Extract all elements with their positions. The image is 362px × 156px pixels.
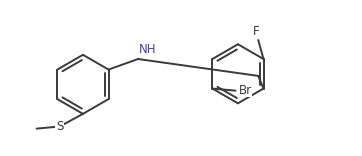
Text: Br: Br	[239, 84, 252, 97]
Text: NH: NH	[139, 43, 157, 56]
Text: S: S	[56, 120, 63, 133]
Text: F: F	[253, 25, 260, 38]
